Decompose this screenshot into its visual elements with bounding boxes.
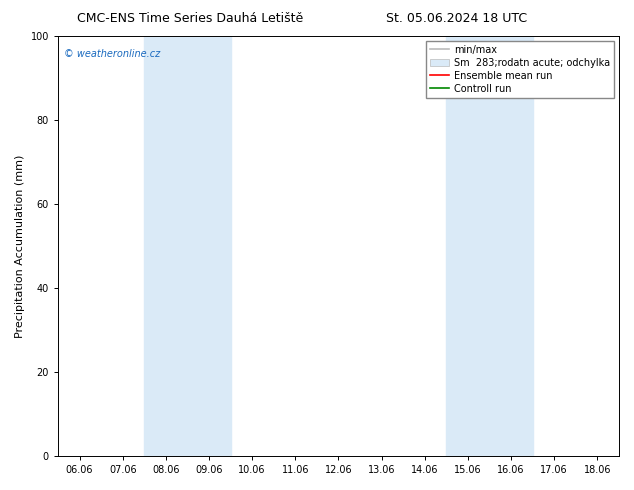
Text: St. 05.06.2024 18 UTC: St. 05.06.2024 18 UTC	[386, 12, 527, 25]
Legend: min/max, Sm  283;rodatn acute; odchylka, Ensemble mean run, Controll run: min/max, Sm 283;rodatn acute; odchylka, …	[426, 41, 614, 98]
Bar	[145, 36, 231, 456]
Y-axis label: Precipitation Accumulation (mm): Precipitation Accumulation (mm)	[15, 154, 25, 338]
Text: © weatheronline.cz: © weatheronline.cz	[63, 49, 160, 59]
Bar	[446, 36, 533, 456]
Text: CMC-ENS Time Series Dauhá Letiště: CMC-ENS Time Series Dauhá Letiště	[77, 12, 303, 25]
